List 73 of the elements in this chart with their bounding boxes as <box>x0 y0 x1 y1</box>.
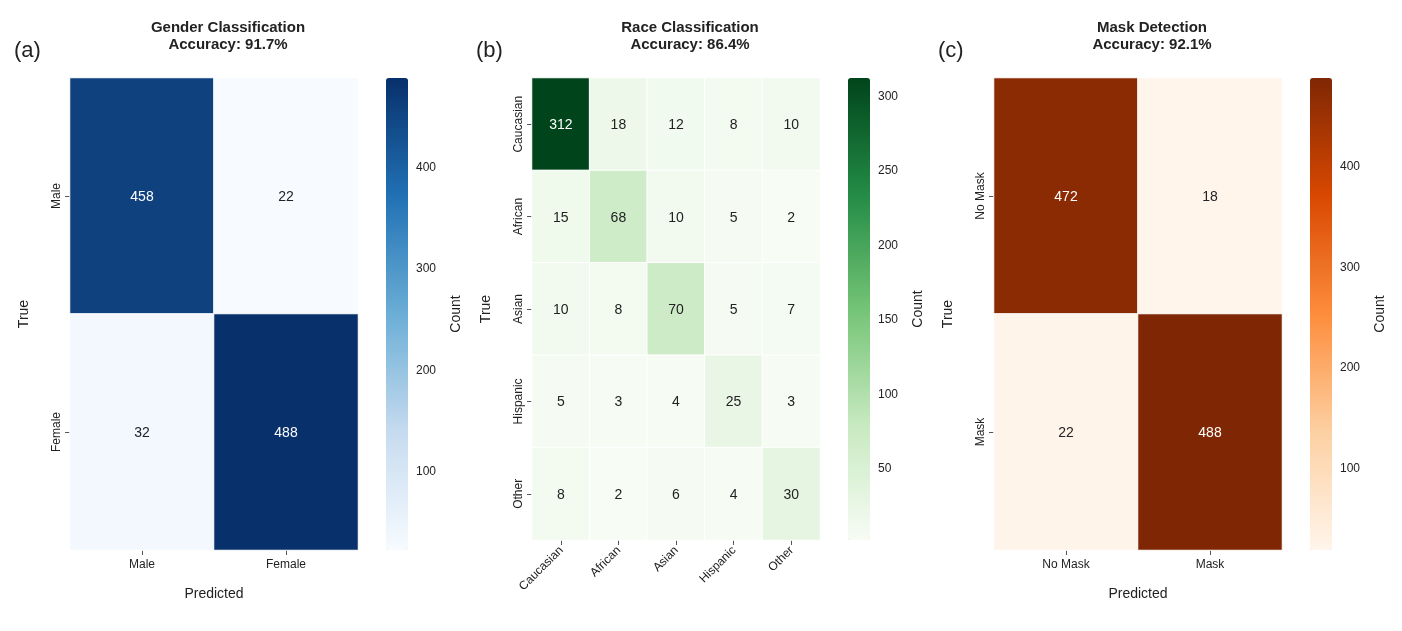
data-label: 2 <box>787 208 796 225</box>
y-tick-label: Caucasian <box>511 95 525 153</box>
color-bar-label: 200 <box>1340 360 1361 375</box>
x-tick-label: Female <box>265 557 307 571</box>
color-bar-label: 100 <box>878 386 899 401</box>
data-label: 22 <box>1058 424 1074 440</box>
data-label: 70 <box>668 301 684 317</box>
data-label: 18 <box>610 116 627 133</box>
data-label: 5 <box>729 208 738 225</box>
data-label: 458 <box>130 188 154 204</box>
data-label: 10 <box>668 208 684 225</box>
data-label: 18 <box>1202 188 1218 204</box>
data-label: 10 <box>783 116 800 133</box>
text: (c) <box>938 36 964 62</box>
x-tick-label: Male <box>128 557 156 571</box>
data-label: 3 <box>614 393 623 410</box>
data-label: 5 <box>729 301 738 317</box>
data-label: 6 <box>672 485 681 502</box>
data-label: 4 <box>729 485 738 502</box>
y-tick-label: Hispanic <box>511 378 525 425</box>
data-label: 3 <box>787 393 796 410</box>
y-axis-title: True <box>15 299 31 329</box>
chart-title: Mask Detection <box>1096 18 1208 35</box>
text: (b) <box>476 36 503 62</box>
data-label: 10 <box>553 301 569 317</box>
data-label: 22 <box>278 188 294 204</box>
color-bar-label: 400 <box>1340 159 1361 174</box>
data-label: 8 <box>614 301 623 317</box>
color-bar-title: Count <box>909 290 925 328</box>
data-label: 488 <box>274 424 298 440</box>
y-tick-label: African <box>511 197 525 236</box>
data-label: 8 <box>729 116 738 133</box>
chart-subtitle: Accuracy: 92.1% <box>1092 35 1212 52</box>
data-label: 25 <box>725 393 742 410</box>
color-bar-label: 200 <box>878 237 899 252</box>
color-bar-label: 300 <box>416 261 437 276</box>
chart-title: Gender Classification <box>150 18 306 35</box>
color-bar-title: Count <box>1371 295 1387 333</box>
color-bar-title: Count <box>447 295 463 333</box>
x-axis-title: Predicted <box>1108 585 1168 601</box>
data-label: 8 <box>556 485 565 502</box>
y-axis-title: True <box>939 299 955 329</box>
data-label: 12 <box>668 116 684 133</box>
data-label: 312 <box>549 116 573 133</box>
color-bar-label: 300 <box>878 88 899 103</box>
chart-title: Race Classification <box>621 18 759 35</box>
chart-subtitle: Accuracy: 91.7% <box>168 35 288 52</box>
x-tick-label: No Mask <box>1042 557 1091 571</box>
y-axis-title: True <box>477 294 493 324</box>
color-bar-label: 400 <box>416 160 437 175</box>
data-label: 30 <box>783 485 800 502</box>
data-label: 2 <box>614 485 623 502</box>
color-bar-label: 100 <box>1340 460 1361 475</box>
color-bar-label: 250 <box>878 163 899 178</box>
data-label: 7 <box>787 301 796 317</box>
color-bar-label: 300 <box>1340 259 1361 274</box>
chart-subtitle: Accuracy: 86.4% <box>630 35 750 52</box>
color-bar-label: 100 <box>416 464 437 478</box>
data-label: 472 <box>1054 188 1078 204</box>
data-label: 32 <box>134 424 150 440</box>
data-label: 4 <box>672 393 681 410</box>
y-tick-label: Other <box>511 478 525 509</box>
data-label: 15 <box>553 208 569 225</box>
x-tick-label: Mask <box>1195 557 1226 571</box>
x-axis-title: Predicted <box>184 585 244 601</box>
data-label: 488 <box>1198 424 1222 440</box>
color-bar-label: 50 <box>878 461 892 476</box>
data-label: 68 <box>610 208 627 225</box>
data-label: 5 <box>556 393 565 410</box>
text: (a) <box>14 36 41 62</box>
y-tick-label: Asian <box>511 293 525 325</box>
color-bar-label: 150 <box>878 312 899 327</box>
color-bar-label: 200 <box>416 362 437 377</box>
